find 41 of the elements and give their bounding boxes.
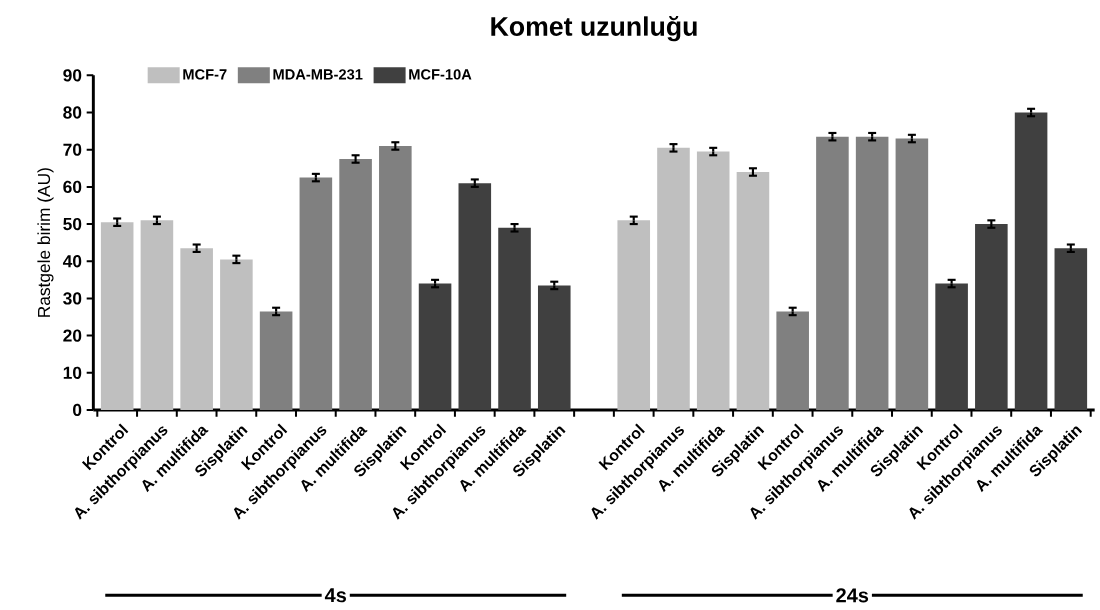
y-tick-label: 10 — [63, 366, 82, 379]
bar — [657, 147, 690, 410]
bar — [259, 311, 293, 410]
bar — [100, 222, 134, 410]
bar — [379, 145, 412, 410]
y-tick-label: 0 — [73, 403, 82, 417]
bar — [776, 311, 809, 410]
bar — [140, 220, 174, 410]
legend-label: MCF-10A — [409, 69, 472, 80]
y-tick-label: 90 — [63, 69, 82, 82]
bar — [458, 183, 492, 410]
bar — [180, 248, 213, 410]
bar — [537, 285, 571, 410]
bar — [617, 220, 651, 410]
y-tick-label: 80 — [63, 106, 82, 119]
bar — [1054, 248, 1088, 410]
y-axis-title: Rastgele birim (AU) — [37, 168, 54, 317]
y-tick-label: 70 — [63, 143, 82, 156]
bar — [418, 283, 452, 410]
y-tick-label: 30 — [63, 292, 82, 305]
text: 4s — [324, 588, 347, 603]
y-tick-label: 20 — [63, 329, 82, 342]
bar — [816, 136, 849, 410]
text: 24s — [836, 588, 869, 603]
legend-label: MDA-MB-231 — [273, 69, 363, 80]
y-tick-label: 60 — [63, 180, 82, 194]
bar — [498, 227, 531, 410]
y-tick-label: 50 — [63, 217, 82, 231]
bar — [975, 224, 1008, 410]
bar — [855, 136, 889, 410]
chart-title: Komet uzunluğu — [491, 16, 697, 42]
bar — [299, 177, 333, 410]
bar — [736, 172, 770, 410]
bar — [935, 283, 968, 410]
bar — [1014, 112, 1048, 410]
legend-label: MCF-7 — [183, 69, 227, 80]
bar — [220, 259, 253, 410]
bar — [339, 158, 372, 410]
bar — [696, 151, 730, 410]
bar — [895, 138, 929, 410]
y-tick-label: 40 — [62, 255, 82, 268]
